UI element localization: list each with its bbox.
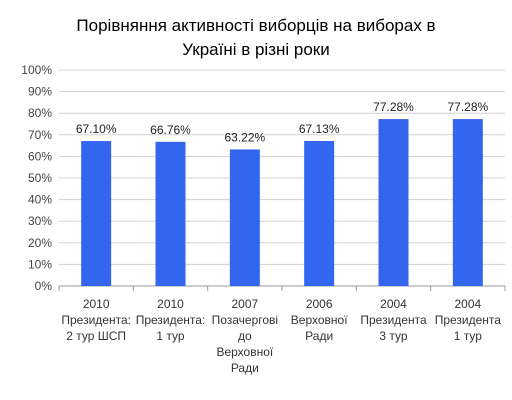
y-tick-label: 70% bbox=[28, 128, 52, 142]
y-tick-label: 40% bbox=[28, 193, 52, 207]
data-labels: 67.10% 66.76% 63.22% 67.13% 77.28% 77.28% bbox=[76, 100, 489, 144]
category-label: 2006 Верховної Ради bbox=[291, 297, 348, 343]
bars bbox=[81, 119, 483, 287]
y-tick-label: 30% bbox=[28, 214, 52, 228]
data-label: 63.22% bbox=[224, 130, 265, 144]
category-label: 2010 Президента: 1 тур bbox=[136, 297, 206, 343]
category-label: 2004 Президента 1 тур bbox=[435, 297, 502, 343]
data-label: 67.10% bbox=[76, 122, 117, 136]
category-label: 2007 Позачергові до Верховної Ради bbox=[212, 297, 279, 375]
chart-title-line-1: Порівняння активності виборців на вибора… bbox=[76, 16, 436, 35]
y-tick-label: 80% bbox=[28, 106, 52, 120]
data-label: 77.28% bbox=[447, 100, 488, 114]
chart-title: Порівняння активності виборців на вибора… bbox=[0, 14, 512, 62]
y-tick-label: 10% bbox=[28, 257, 52, 271]
y-tick-label: 0% bbox=[35, 279, 53, 293]
y-tick-label: 60% bbox=[28, 149, 52, 163]
data-label: 77.28% bbox=[373, 100, 414, 114]
category-label: 2004 Президента 3 тур bbox=[360, 297, 427, 343]
data-label: 67.13% bbox=[299, 122, 340, 136]
bar bbox=[452, 119, 483, 287]
category-label: 2010 Президента: 2 тур ШСП bbox=[61, 297, 131, 343]
bar bbox=[155, 141, 186, 286]
bar bbox=[81, 141, 112, 286]
y-tick-label: 100% bbox=[21, 63, 52, 77]
grid-lines bbox=[58, 69, 506, 291]
bar bbox=[378, 119, 409, 287]
y-tick-label: 90% bbox=[28, 85, 52, 99]
chart-title-line-2: Україні в різні роки bbox=[182, 40, 330, 59]
bar bbox=[304, 140, 335, 286]
y-tick-label: 50% bbox=[28, 171, 52, 185]
y-tick-label: 20% bbox=[28, 236, 52, 250]
y-axis-tick-labels: 0% 10% 20% 30% 40% 50% 60% 70% 80% 90% 100% bbox=[21, 63, 52, 293]
bar bbox=[229, 149, 260, 286]
data-label: 66.76% bbox=[150, 123, 191, 137]
